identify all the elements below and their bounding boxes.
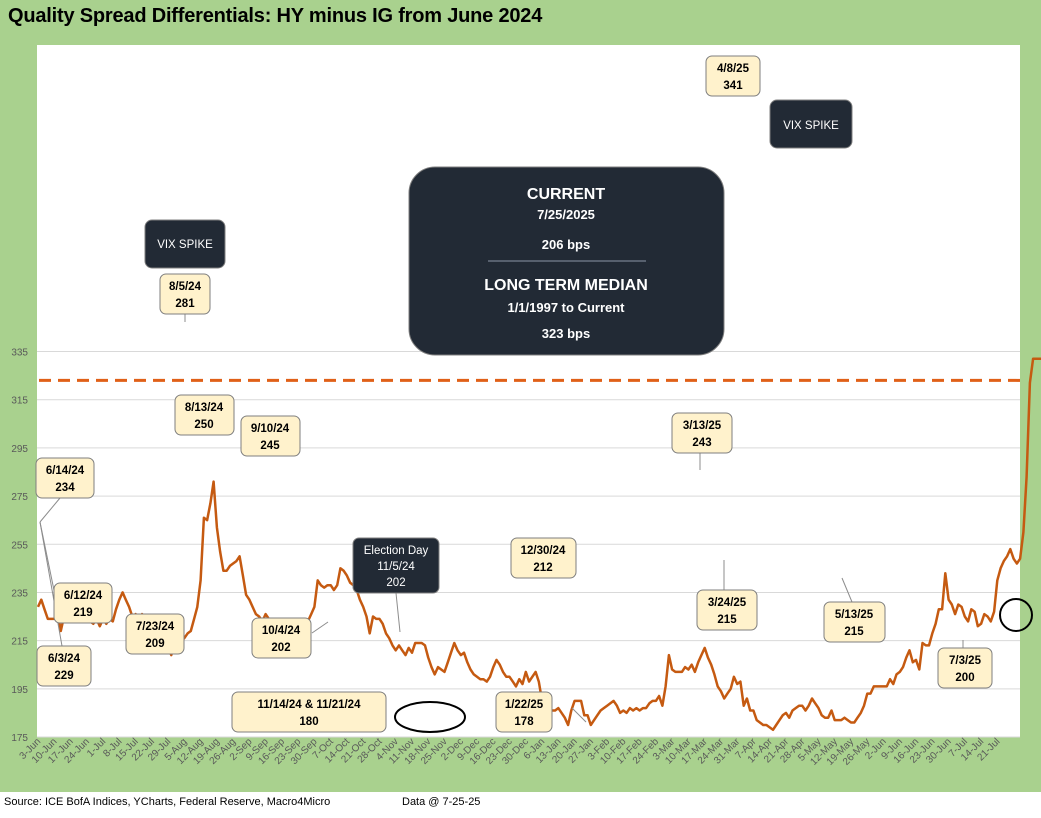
y-tick-label: 175 <box>11 733 28 744</box>
vix-spike-2-text: VIX SPIKE <box>783 120 839 132</box>
svg-text:219: 219 <box>73 607 92 619</box>
vix-spike-1: VIX SPIKE <box>144 219 226 269</box>
vix-spike-1-text: VIX SPIKE <box>157 239 213 251</box>
svg-text:11/14/24 & 11/21/24: 11/14/24 & 11/21/24 <box>258 699 362 711</box>
election-day-box: Election Day 11/5/24 202 <box>352 537 440 594</box>
leader-line <box>571 707 587 723</box>
label-6-12-24: 6/12/24 219 <box>53 582 113 624</box>
svg-text:200: 200 <box>955 672 974 684</box>
y-tick-label: 275 <box>11 492 28 503</box>
data-as-of: Data @ 7-25-25 <box>402 796 481 808</box>
summary-box: CURRENT 7/25/2025 206 bps LONG TERM MEDI… <box>408 166 725 356</box>
label-1-22-25: 1/22/25 178 <box>495 691 553 733</box>
current-value: 206 bps <box>542 237 590 252</box>
label-3-13-25: 3/13/25 243 <box>671 412 733 454</box>
current-circle <box>999 598 1033 632</box>
svg-text:3/13/25: 3/13/25 <box>683 420 722 432</box>
y-tick-label: 315 <box>11 396 28 407</box>
chart-title: Quality Spread Differentials: HY minus I… <box>8 5 543 27</box>
leader-line <box>395 592 401 633</box>
svg-text:202: 202 <box>271 642 290 654</box>
median-title: LONG TERM MEDIAN <box>484 277 648 294</box>
label-6-14-24: 6/14/24 234 <box>35 457 95 499</box>
svg-text:7/3/25: 7/3/25 <box>949 655 982 667</box>
svg-text:10/4/24: 10/4/24 <box>262 625 301 637</box>
y-axis: 175 195 215 235 255 275 295 315 335 <box>11 348 28 745</box>
label-8-5-24: 8/5/24 281 <box>159 273 211 315</box>
svg-text:9/10/24: 9/10/24 <box>251 423 290 435</box>
leader-line <box>39 521 63 647</box>
label-10-4-24: 10/4/24 202 <box>251 617 312 659</box>
svg-text:180: 180 <box>299 716 318 728</box>
label-7-23-24: 7/23/24 209 <box>125 613 185 655</box>
svg-text:250: 250 <box>194 419 213 431</box>
source-note: Source: ICE BofA Indices, YCharts, Feder… <box>4 796 331 808</box>
svg-text:6/14/24: 6/14/24 <box>46 465 85 477</box>
vix-spike-2: VIX SPIKE <box>769 99 853 149</box>
label-11-14-24: 11/14/24 & 11/21/24 180 <box>231 691 387 733</box>
leader-line <box>841 577 853 603</box>
svg-text:6/12/24: 6/12/24 <box>64 590 103 602</box>
election-day-title: Election Day <box>364 545 429 557</box>
svg-text:1/22/25: 1/22/25 <box>505 699 544 711</box>
svg-text:281: 281 <box>175 298 195 310</box>
svg-text:215: 215 <box>844 626 864 638</box>
svg-text:12/30/24: 12/30/24 <box>521 545 566 557</box>
gridlines <box>37 351 1020 738</box>
y-tick-label: 215 <box>11 637 28 648</box>
current-title: CURRENT <box>527 186 605 203</box>
leader-line <box>311 621 329 634</box>
label-6-3-24: 6/3/24 229 <box>36 645 92 687</box>
median-range: 1/1/1997 to Current <box>507 300 625 315</box>
label-4-8-25: 4/8/25 341 <box>705 55 761 97</box>
label-7-3-25: 7/3/25 200 <box>937 647 993 689</box>
election-day-value: 202 <box>386 577 405 589</box>
x-axis: 3-Jun10-Jun17-Jun24-Jun1-Jul8-Jul15-Jul2… <box>18 736 1003 768</box>
svg-text:6/3/24: 6/3/24 <box>48 653 81 665</box>
svg-text:245: 245 <box>260 440 280 452</box>
y-tick-label: 235 <box>11 588 28 599</box>
leader-line <box>39 497 61 523</box>
y-tick-label: 255 <box>11 540 28 551</box>
svg-text:5/13/25: 5/13/25 <box>835 609 874 621</box>
svg-text:3/24/25: 3/24/25 <box>708 597 747 609</box>
label-12-30-24: 12/30/24 212 <box>510 537 577 579</box>
current-date: 7/25/2025 <box>537 207 595 222</box>
annotation-leaders <box>39 314 964 723</box>
label-5-13-25: 5/13/25 215 <box>823 601 886 643</box>
svg-text:4/8/25: 4/8/25 <box>717 63 750 75</box>
svg-text:341: 341 <box>723 80 743 92</box>
median-value: 323 bps <box>542 326 590 341</box>
svg-text:229: 229 <box>54 670 73 682</box>
svg-text:7/23/24: 7/23/24 <box>136 621 175 633</box>
svg-text:8/13/24: 8/13/24 <box>185 402 224 414</box>
svg-text:243: 243 <box>692 437 711 449</box>
y-tick-label: 295 <box>11 444 28 455</box>
svg-text:8/5/24: 8/5/24 <box>169 281 202 293</box>
svg-text:215: 215 <box>717 614 737 626</box>
label-8-13-24: 8/13/24 250 <box>174 394 235 436</box>
spread-line <box>36 357 1041 732</box>
label-9-10-24: 9/10/24 245 <box>240 415 301 457</box>
svg-text:209: 209 <box>145 638 164 650</box>
y-tick-label: 335 <box>11 348 28 359</box>
y-tick-label: 195 <box>11 685 28 696</box>
label-3-24-25: 3/24/25 215 <box>696 589 758 631</box>
election-day-date: 11/5/24 <box>377 561 415 573</box>
svg-text:178: 178 <box>514 716 534 728</box>
low-ellipse <box>394 701 466 733</box>
svg-text:212: 212 <box>533 562 552 574</box>
svg-text:234: 234 <box>55 482 75 494</box>
